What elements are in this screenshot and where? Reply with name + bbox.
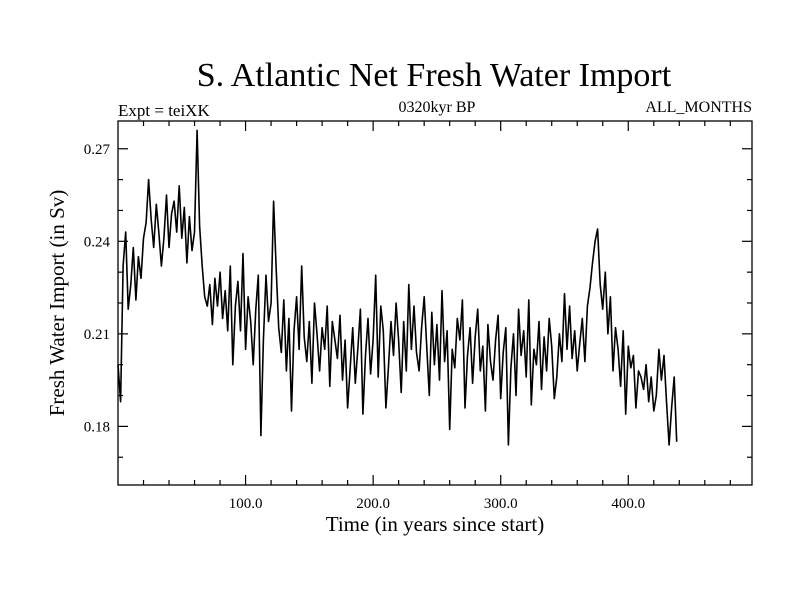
- y-axis-title: Fresh Water Import (in Sv): [45, 190, 69, 417]
- y-tick-label: 0.18: [84, 419, 110, 435]
- x-tick-label: 300.0: [484, 496, 518, 512]
- months-label: ALL_MONTHS: [645, 99, 752, 116]
- x-tick-labels: 100.0 200.0 300.0 400.0: [229, 496, 645, 512]
- x-axis-title: Time (in years since start): [326, 512, 545, 536]
- x-tick-label: 400.0: [611, 496, 645, 512]
- y-tick-label: 0.27: [84, 142, 111, 158]
- x-tick-label: 100.0: [229, 496, 263, 512]
- series-line: [117, 129, 678, 446]
- y-tick-label: 0.21: [84, 327, 110, 343]
- time-slice-label: 0320kyr BP: [399, 99, 476, 116]
- axis-ticks: [118, 121, 752, 485]
- x-tick-label: 200.0: [356, 496, 390, 512]
- y-tick-label: 0.24: [84, 234, 111, 250]
- experiment-label: Expt = teiXK: [118, 101, 210, 120]
- y-tick-labels: 0.18 0.21 0.24 0.27: [84, 142, 111, 436]
- chart-title: S. Atlantic Net Fresh Water Import: [197, 57, 672, 94]
